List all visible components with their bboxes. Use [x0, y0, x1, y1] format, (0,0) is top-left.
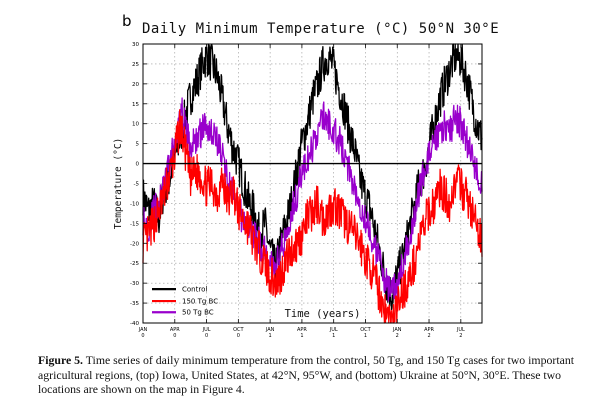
x-tick-year: 1	[269, 333, 272, 339]
x-tick-year: 1	[364, 333, 367, 339]
x-tick-year: 2	[427, 333, 430, 339]
caption-text: Time series of daily minimum temperature…	[38, 353, 575, 397]
caption-label: Figure 5.	[38, 353, 83, 367]
x-tick-month: APR	[297, 327, 307, 333]
y-tick-label: -15	[130, 221, 139, 227]
x-tick-year: 0	[237, 333, 240, 339]
y-tick-label: 15	[132, 102, 139, 108]
series-line-50-tg-bc	[142, 97, 483, 303]
y-tick-label: -20	[130, 241, 139, 247]
x-tick-month: APR	[170, 327, 180, 333]
x-tick-year: 2	[459, 333, 462, 339]
x-tick-month: APR	[424, 327, 434, 333]
y-tick-label: -10	[130, 201, 139, 207]
y-tick-label: 5	[136, 142, 140, 148]
legend: Control 150 Tg BC 50 Tg BC	[152, 286, 218, 317]
x-tick-month: JAN	[265, 327, 275, 333]
x-tick-month: OCT	[360, 327, 371, 333]
y-tick-label: -30	[130, 281, 139, 287]
panel-label: b	[122, 12, 132, 30]
x-tick-year: 0	[205, 333, 208, 339]
x-tick-month: JUL	[329, 327, 338, 333]
y-tick-label: 30	[132, 42, 139, 48]
x-tick-month: JUL	[456, 327, 465, 333]
series-layer	[142, 43, 483, 324]
y-tick-label: -5	[134, 182, 140, 188]
series-line-150-tg-bc	[142, 109, 483, 324]
y-tick-label: -40	[130, 321, 139, 327]
figure-caption: Figure 5. Time series of daily minimum t…	[38, 353, 578, 397]
y-tick-label: 20	[132, 82, 139, 88]
axes: -40-35-30-25-20-15-10-5051015202530JAN0A…	[113, 42, 483, 339]
x-tick-year: 2	[396, 333, 399, 339]
legend-label-150-tg-bc: 150 Tg BC	[182, 298, 218, 306]
legend-label-50-tg-bc: 50 Tg BC	[182, 309, 214, 317]
x-tick-month: JAN	[138, 327, 148, 333]
y-tick-label: -25	[130, 261, 139, 267]
series-line-control	[142, 43, 483, 311]
y-tick-label: -35	[130, 301, 139, 307]
x-tick-month: OCT	[233, 327, 244, 333]
x-axis-label: Time (years)	[285, 308, 361, 320]
y-tick-label: 0	[136, 162, 140, 168]
x-tick-month: JAN	[392, 327, 402, 333]
x-tick-month: JUL	[202, 327, 211, 333]
x-tick-year: 0	[141, 333, 144, 339]
chart: -40-35-30-25-20-15-10-5051015202530JAN0A…	[113, 42, 483, 339]
chart-title: Daily Minimum Temperature (°C) 50°N 30°E	[142, 21, 500, 37]
y-tick-label: 10	[132, 122, 139, 128]
y-axis-label: Temperature (°C)	[113, 138, 124, 230]
x-tick-year: 1	[332, 333, 335, 339]
x-tick-year: 0	[173, 333, 176, 339]
x-tick-year: 1	[300, 333, 303, 339]
legend-label-control: Control	[182, 286, 207, 294]
y-tick-label: 25	[132, 62, 139, 68]
